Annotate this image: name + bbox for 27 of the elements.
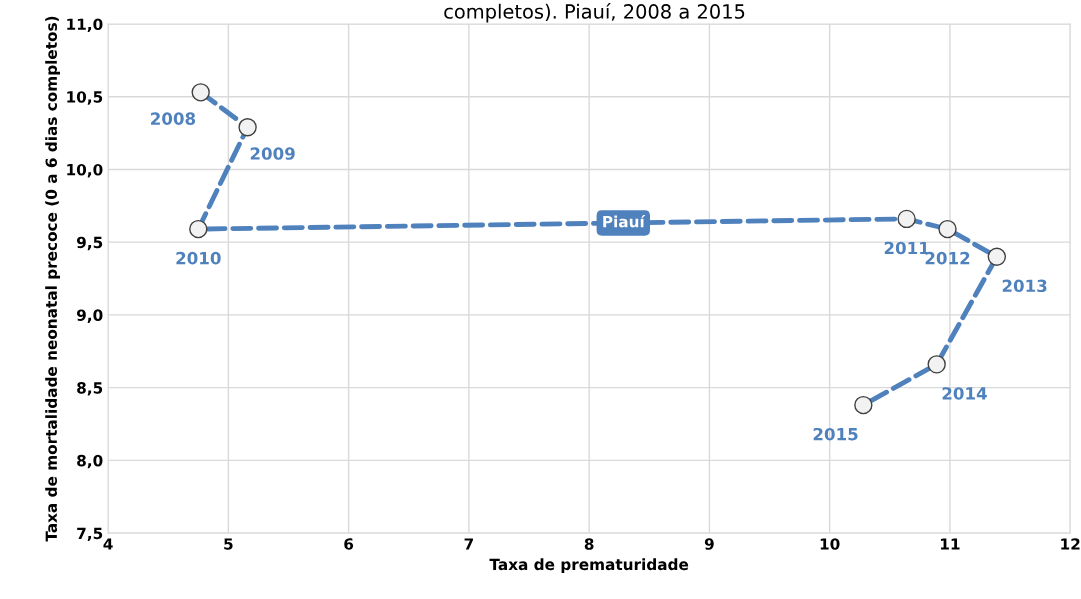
x-tick-label: 12 [1061,538,1080,550]
y-tick-label: 10,5 [67,91,103,105]
annotation: 2014 [942,387,987,400]
annotation: 2009 [250,147,295,160]
x-tick-label: 8 [584,538,594,550]
x-tick-label: 7 [464,538,473,550]
annotation: 2010 [176,251,221,265]
y-tick-label: 8,5 [77,382,103,396]
y-tick-label: 8,0 [77,454,103,469]
x-tick-label: 6 [344,538,354,550]
x-tick-label: 5 [224,538,233,550]
y-tick-label: 10,0 [67,163,103,178]
x-tick-label: 11 [941,538,960,550]
y-tick-label: 9,5 [76,236,103,251]
y-tick-label: 9,0 [76,309,103,323]
chart-title: completos). Piauí, 2008 a 2015 [444,3,745,23]
y-tick-label: 11,0 [67,18,103,32]
x-tick-label: 9 [704,538,714,550]
x-axis-title: Taxa de prematuridade [489,558,689,574]
y-tick-label: 7,5 [77,527,103,542]
annotation: 2008 [151,112,196,125]
annotation: 2015 [813,427,858,441]
x-tick-label: 4 [103,538,113,550]
x-tick-label: 10 [820,538,840,550]
y-axis-title: Taxa de mortalidade neonatal precoce (0 a 6 dias completos) [45,16,60,542]
annotation: 2013 [1002,279,1047,293]
series-label: Piauí [603,214,646,228]
